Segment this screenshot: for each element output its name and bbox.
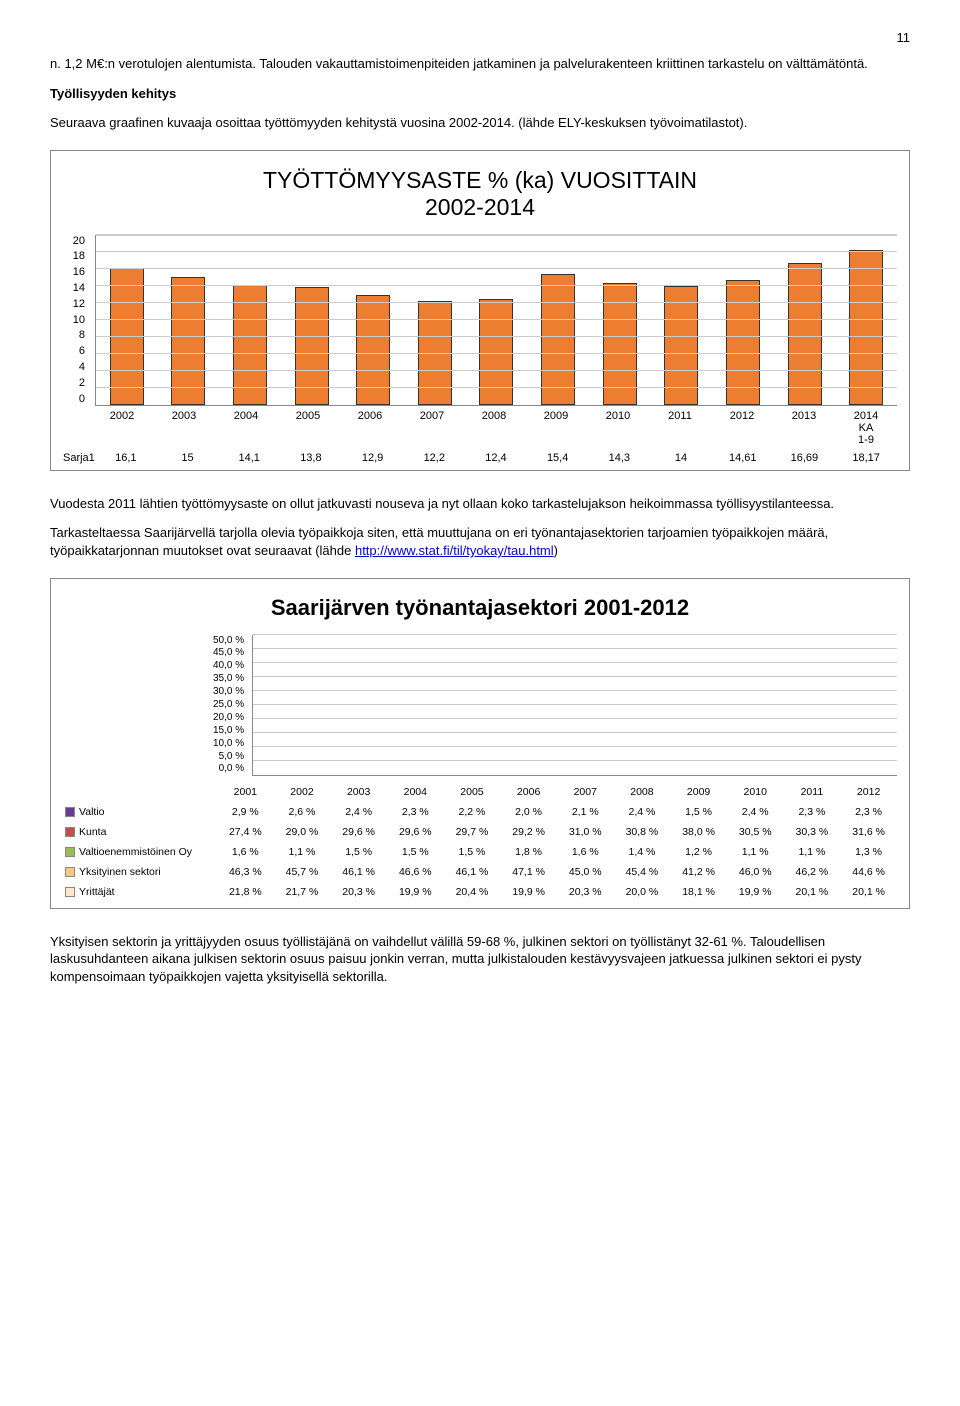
paragraph-4-suffix: ) — [554, 543, 558, 558]
page-number: 11 — [50, 30, 910, 45]
chart2-data-table: 2001200220032004200520062007200820092010… — [63, 782, 897, 902]
chart-employer-sector: Saarijärven työnantajasektori 2001-2012 … — [50, 578, 910, 909]
chart2-series-valtio: Valtio — [63, 802, 217, 822]
chart2-series-kunta: Kunta — [63, 822, 217, 842]
chart2-title: Saarijärven työnantajasektori 2001-2012 — [63, 595, 897, 621]
chart1-plot-area — [95, 235, 897, 406]
chart2-plot-area — [252, 635, 897, 776]
chart2-series-yrittäjät: Yrittäjät — [63, 882, 217, 902]
chart2-series-yksityinen-sektori: Yksityinen sektori — [63, 862, 217, 882]
chart1-bar — [356, 295, 390, 405]
chart2-series-valtioenemmistöinen-oy: Valtioenemmistöinen Oy — [63, 842, 217, 862]
intro-paragraph-1: n. 1,2 M€:n verotulojen alentumista. Tal… — [50, 55, 910, 73]
chart-unemployment: TYÖTTÖMYYSASTE % (ka) VUOSITTAIN 2002-20… — [50, 150, 910, 471]
chart1-value-row: 16,11514,113,812,912,212,415,414,31414,6… — [95, 452, 897, 464]
paragraph-5: Yksityisen sektorin ja yrittäjyyden osuu… — [50, 933, 910, 986]
paragraph-4: Tarkasteltaessa Saarijärvellä tarjolla o… — [50, 524, 910, 559]
chart1-x-labels: 2002200320042005200620072008200920102011… — [91, 410, 897, 446]
chart1-bar — [541, 274, 575, 405]
intro-paragraph-2: Seuraava graafinen kuvaaja osoittaa työt… — [50, 114, 910, 132]
chart1-y-axis: 20181614121086420 — [63, 235, 89, 405]
chart1-series-label: Sarja1 — [63, 452, 95, 464]
heading-employment: Työllisyyden kehitys — [50, 85, 910, 103]
stat-link[interactable]: http://www.stat.fi/til/tyokay/tau.html — [355, 543, 554, 558]
chart1-bar — [171, 277, 205, 405]
chart1-title: TYÖTTÖMYYSASTE % (ka) VUOSITTAIN 2002-20… — [63, 167, 897, 221]
chart2-y-axis: 50,0 %45,0 %40,0 %35,0 %30,0 %25,0 %20,0… — [213, 635, 248, 775]
paragraph-3: Vuodesta 2011 lähtien työttömyysaste on … — [50, 495, 910, 513]
chart1-bar — [849, 250, 883, 404]
